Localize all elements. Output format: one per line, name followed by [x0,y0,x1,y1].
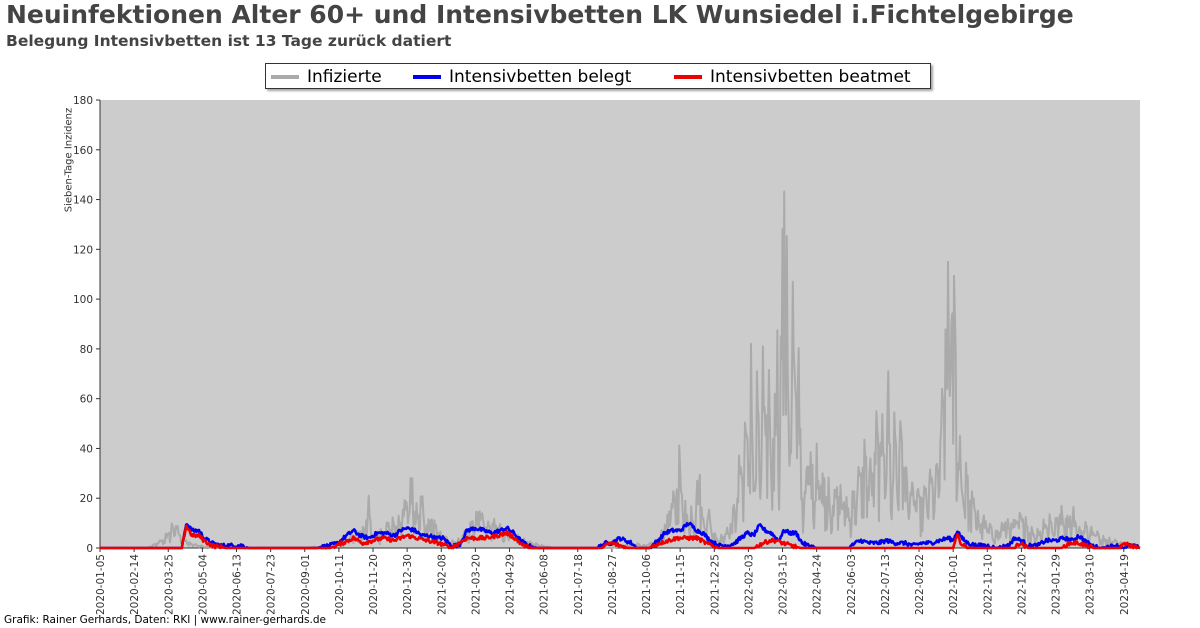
y-tick-label: 140 [73,195,93,207]
x-tick-label: 2022-03-15 [778,554,790,615]
footer-credit: Grafik: Rainer Gerhards, Daten: RKI | ww… [4,614,326,626]
chart-title: Neuinfektionen Alter 60+ und Intensivbet… [6,0,1074,29]
x-tick-label: 2022-08-22 [914,554,926,615]
y-tick-label: 180 [73,95,93,107]
x-tick-label: 2020-11-20 [368,554,380,615]
x-tick-label: 2020-06-13 [232,554,244,615]
y-tick-label: 80 [80,344,93,356]
x-tick-label: 2021-06-08 [539,554,551,615]
x-tick-label: 2022-02-03 [743,554,755,615]
y-tick-label: 120 [73,244,93,256]
x-tick-label: 2021-10-06 [641,554,653,615]
x-tick-label: 2021-07-18 [573,554,585,615]
x-tick-label: 2020-03-25 [163,554,175,615]
x-tick-label: 2021-08-27 [607,554,619,615]
y-axis-label: Sieben-Tage Inzidenz [63,107,75,213]
legend-label-infizierte: Infizierte [307,67,382,87]
x-tick-label: 2020-09-01 [300,554,312,615]
chart-legend: Infizierte Intensivbetten belegt Intensi… [265,63,931,89]
legend-item-beatmet: Intensivbetten beatmet [674,66,911,88]
y-tick-label: 40 [80,443,93,455]
x-tick-label: 2022-06-03 [846,554,858,615]
y-tick-label: 100 [73,294,93,306]
chart-subtitle: Belegung Intensivbetten ist 13 Tage zurü… [6,32,452,50]
x-tick-label: 2022-10-01 [948,554,960,615]
x-tick-label: 2023-04-19 [1119,554,1131,615]
x-tick-label: 2020-10-11 [334,554,346,615]
y-tick-label: 0 [86,543,93,555]
x-tick-label: 2021-11-15 [675,554,687,615]
x-tick-label: 2021-03-20 [470,554,482,615]
x-tick-label: 2020-05-04 [197,554,209,615]
legend-label-belegt: Intensivbetten belegt [449,67,632,87]
x-tick-label: 2020-07-23 [266,554,278,615]
x-tick-label: 2022-11-10 [982,554,994,615]
x-axis: 2020-01-05 2020-02-14 2020-03-25 2020-05-04… [95,547,1140,615]
legend-swatch-infizierte [271,75,299,79]
legend-item-infizierte: Infizierte [271,66,382,88]
x-tick-label: 2022-12-20 [1016,554,1028,615]
x-tick-label: 2023-01-29 [1051,554,1063,615]
x-tick-label: 2020-01-05 [95,554,107,615]
x-tick-label: 2021-04-29 [505,554,517,615]
legend-swatch-beatmet [674,75,702,79]
x-tick-label: 2022-07-13 [880,554,892,615]
y-axis: 0 20 40 60 80 100 120 140 160 180 [73,95,101,555]
series-line-2 [99,524,1141,550]
x-tick-label: 2022-04-24 [812,554,824,615]
x-tick-label: 2023-03-10 [1085,554,1097,615]
y-tick-label: 160 [73,145,93,157]
series-layer [99,190,1141,550]
legend-item-belegt: Intensivbetten belegt [413,66,631,88]
y-tick-label: 60 [80,394,93,406]
x-tick-label: 2021-12-25 [709,554,721,615]
x-tick-label: 2021-02-08 [436,554,448,615]
legend-swatch-belegt [413,75,441,79]
y-tick-label: 20 [80,493,93,505]
x-tick-label: 2020-02-14 [129,554,141,615]
legend-label-beatmet: Intensivbetten beatmet [710,67,911,87]
x-tick-label: 2020-12-30 [402,554,414,615]
plot-area [100,100,1140,548]
